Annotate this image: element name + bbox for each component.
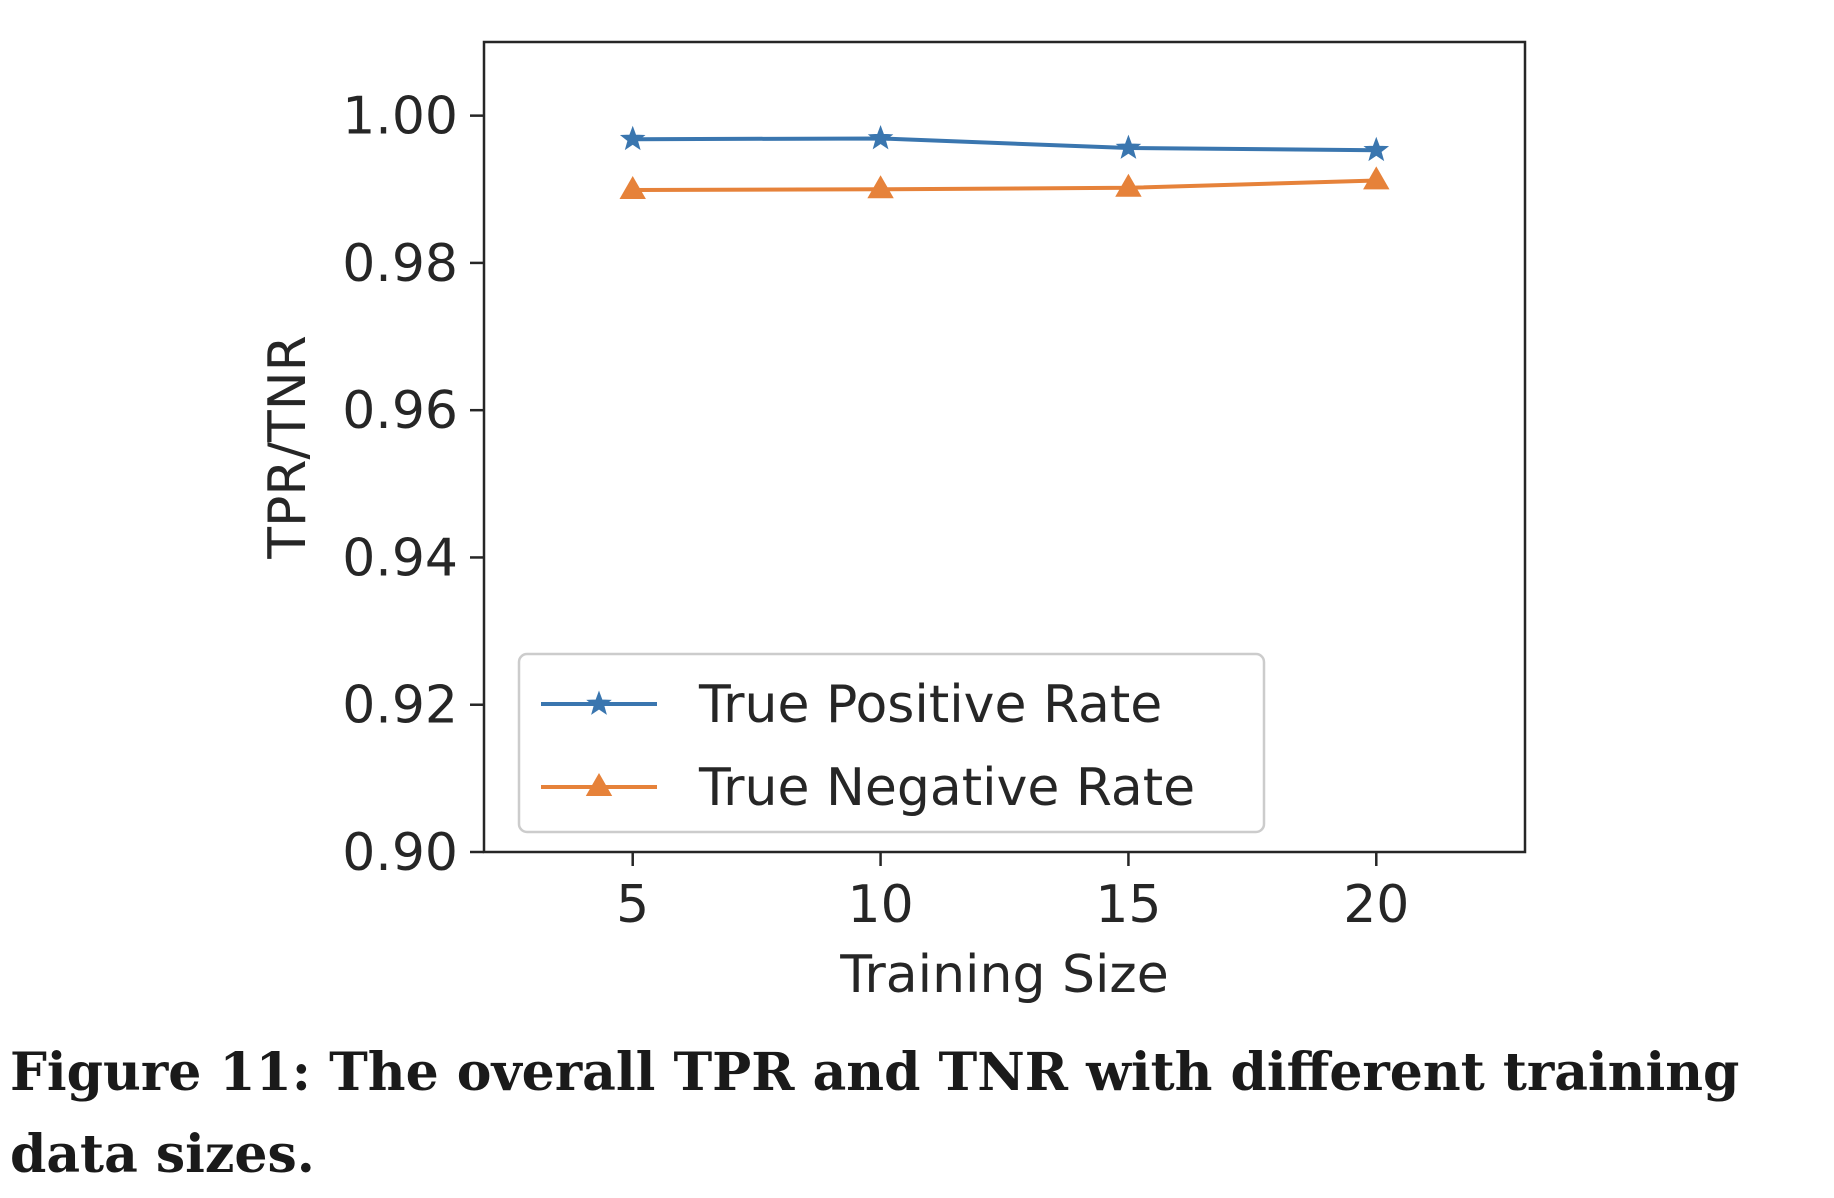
legend-swatch-marker (586, 690, 612, 715)
y-tick-label: 1.00 (342, 87, 458, 147)
plot-frame (482, 40, 1527, 854)
legend-swatch-marker (585, 772, 613, 796)
x-tick-label: 20 (1343, 875, 1409, 935)
x-tick-label: 10 (847, 875, 913, 935)
y-axis-ticks: 0.90 0.92 0.94 0.96 0.98 1.00 (342, 87, 484, 883)
series-line (632, 178, 1377, 193)
x-tick-label: 15 (1095, 875, 1161, 935)
plot-area (482, 40, 1527, 854)
series-tnr (619, 166, 1390, 199)
legend: True Positive Rate True Negative Rate (517, 652, 1266, 834)
figure-caption: Figure 11: The overall TPR and TNR with … (10, 1042, 1740, 1185)
data-point (1363, 166, 1390, 190)
y-tick-label: 0.94 (342, 528, 458, 588)
data-point (1115, 173, 1142, 197)
series-line (632, 136, 1377, 153)
data-point (1115, 134, 1142, 159)
x-axis-ticks: 5 10 15 20 (616, 852, 1409, 935)
legend-item: True Negative Rate (541, 758, 1195, 818)
data-point (619, 176, 646, 199)
y-axis-label: TPR/TNR (258, 335, 318, 560)
x-tick-label: 5 (616, 875, 649, 935)
data-point (867, 125, 894, 150)
series-layer (619, 125, 1390, 199)
data-point (1363, 136, 1390, 162)
legend-item: True Positive Rate (541, 675, 1162, 735)
y-tick-label: 0.92 (342, 676, 458, 736)
data-point (619, 125, 646, 151)
legend-label: True Positive Rate (698, 675, 1162, 735)
legend-box (517, 652, 1266, 834)
y-tick-label: 0.96 (342, 381, 458, 441)
chart: 0.90 0.92 0.94 0.96 0.98 1.00 5 10 15 20 TPR/TNR… (258, 40, 1527, 1005)
x-axis-label: Training Size (839, 945, 1168, 1005)
y-tick-label: 0.90 (342, 823, 458, 883)
y-tick-label: 0.98 (342, 234, 458, 294)
data-point (867, 175, 894, 199)
series-tpr (619, 125, 1390, 162)
legend-label: True Negative Rate (698, 758, 1195, 818)
